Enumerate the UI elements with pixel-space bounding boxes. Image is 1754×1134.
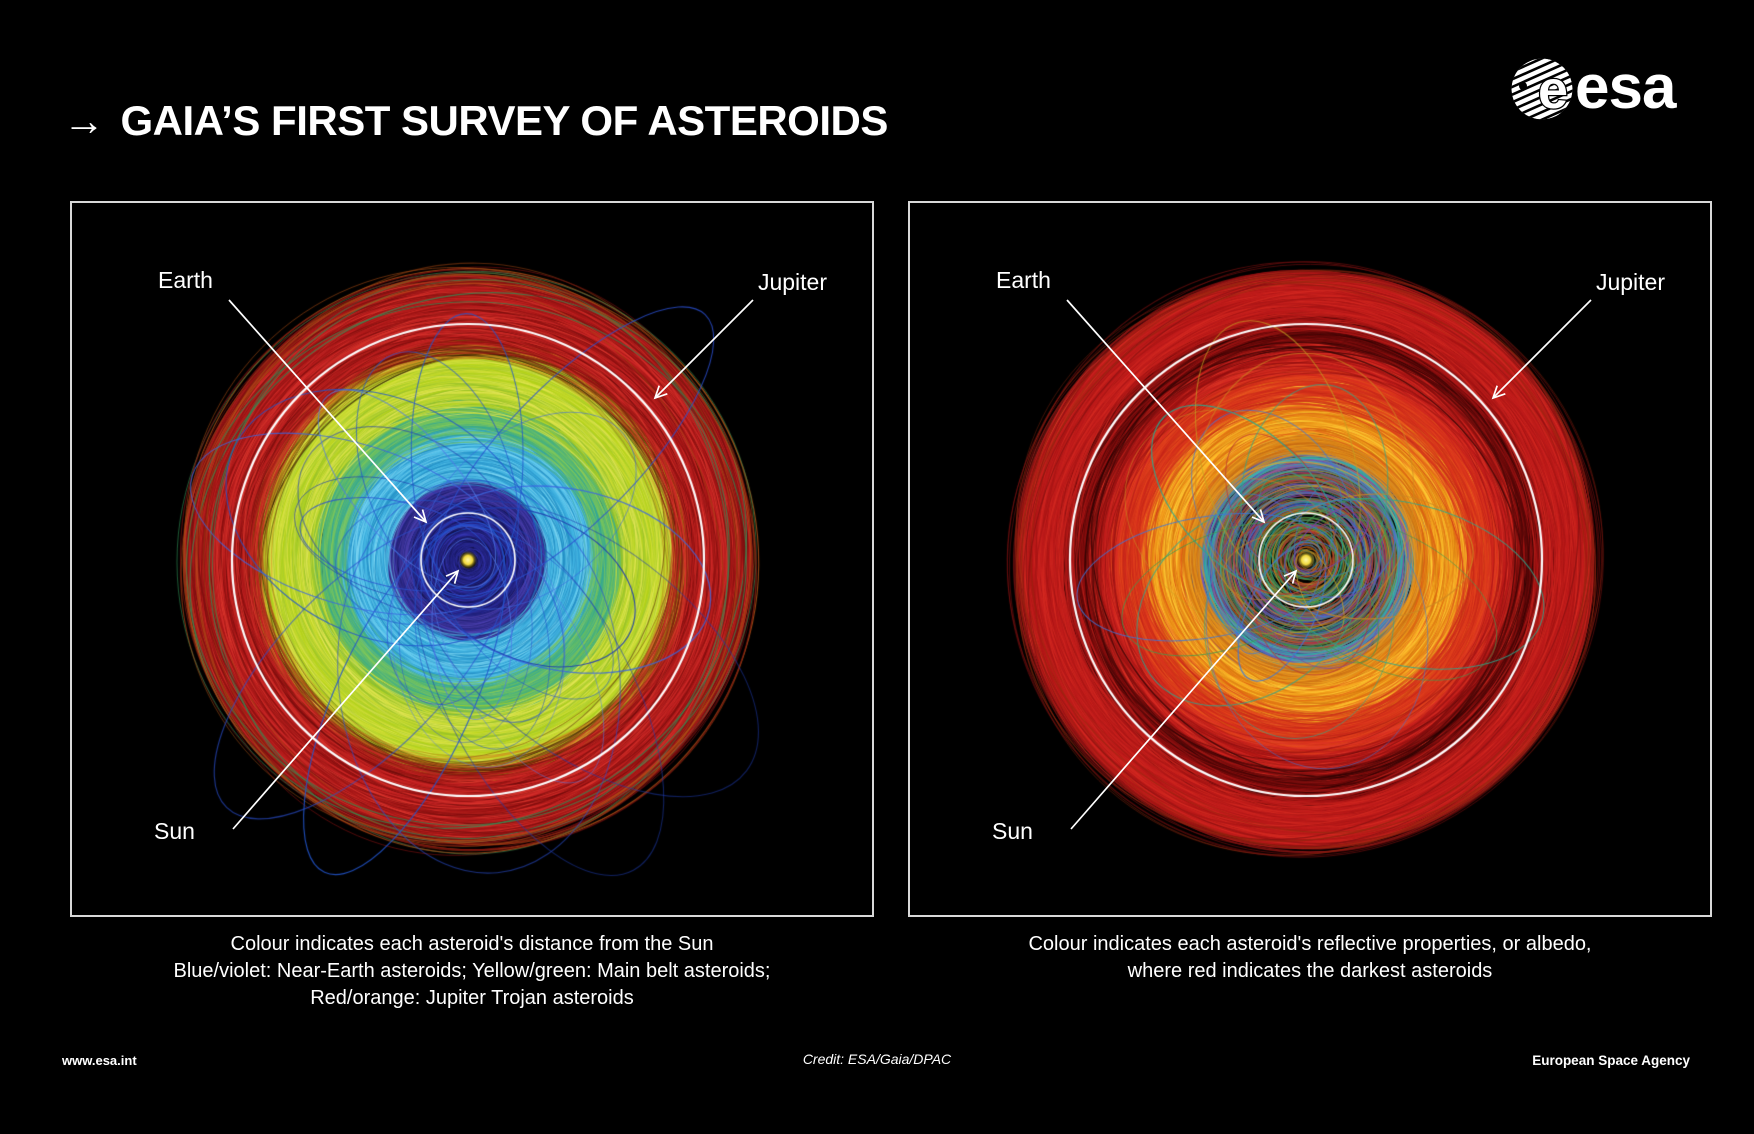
jupiter-label: Jupiter [1595,269,1665,295]
esa-wordmark: esa [1575,55,1677,121]
earth-label: Earth [158,267,213,293]
caption-line: Colour indicates each asteroid's reflect… [1028,933,1592,955]
esa-globe-letter: e [1538,60,1568,120]
albedo-caption: Colour indicates each asteroid's reflect… [908,931,1712,985]
orbit-canvas-distance [72,203,872,915]
caption-line: Colour indicates each asteroid's distanc… [230,933,714,955]
caption-line: Red/orange: Jupiter Trojan asteroids [310,987,634,1009]
credit-text: Credit: ESA/Gaia/DPAC [802,1051,952,1067]
esa-logo-graphic: e esa [1511,53,1678,122]
page-title: → GAIA’S FIRST SURVEY OF ASTEROIDS [63,97,888,145]
sun-label: Sun [154,818,195,844]
earth-label: Earth [996,267,1051,293]
albedo-panel: Earth Jupiter Sun [908,201,1712,917]
page-title-text: GAIA’S FIRST SURVEY OF ASTEROIDS [120,97,889,144]
distance-caption: Colour indicates each asteroid's distanc… [70,931,874,1012]
esa-website-text: www.esa.int [62,1053,137,1068]
distance-panel: Earth Jupiter Sun [70,201,874,917]
caption-line: Blue/violet: Near-Earth asteroids; Yello… [173,960,771,982]
jupiter-label: Jupiter [757,269,827,295]
agency-name: European Space Agency [1532,1053,1690,1068]
esa-globe-icon: e [1511,58,1573,121]
orbit-canvas-albedo [910,203,1710,915]
sun-label: Sun [992,818,1033,844]
title-arrow-icon: → [63,97,105,144]
caption-line: where red indicates the darkest asteroid… [1127,960,1493,982]
esa-logo: e esa [1511,53,1711,122]
